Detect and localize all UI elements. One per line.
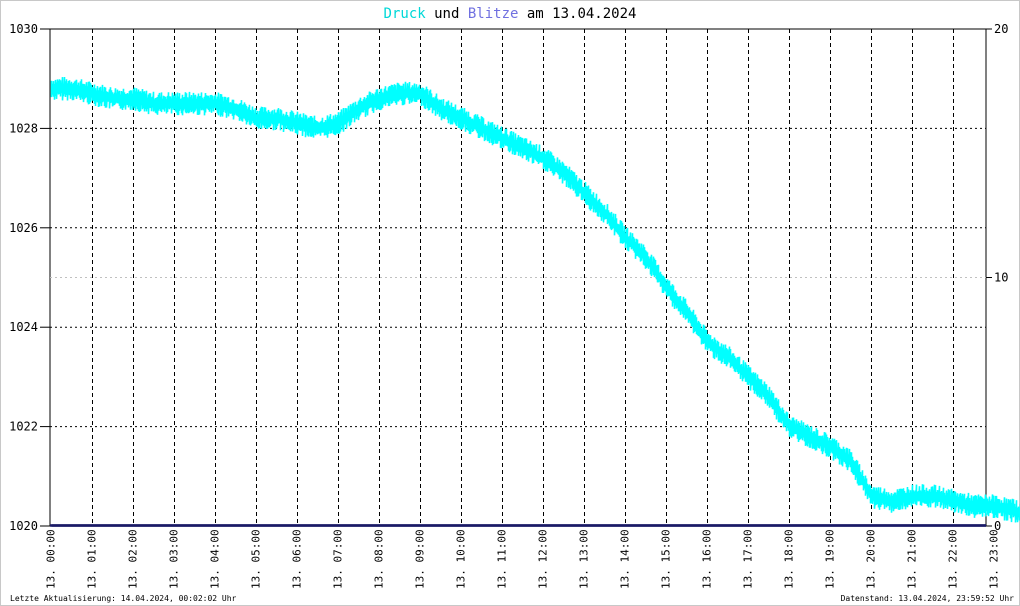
grid <box>49 28 987 527</box>
y-axis-left: 1030 1028 1026 1024 1022 1020 <box>9 22 50 533</box>
title-date: am 13.04.2024 <box>518 6 636 22</box>
x-tick-label: 13. 22:00 <box>947 529 960 589</box>
y-right-tick-label: 10 <box>994 271 1008 285</box>
x-tick-label: 13. 17:00 <box>742 529 755 589</box>
series-druck-line <box>50 76 1020 523</box>
y-left-tick-label: 1030 <box>9 22 38 36</box>
x-tick-label: 13. 19:00 <box>824 529 837 589</box>
y-left-tick-label: 1022 <box>9 420 38 434</box>
title-und: und <box>426 6 468 22</box>
chart-title: Druck und Blitze am 13.04.2024 <box>384 6 637 22</box>
footer-last-update: Letzte Aktualisierung: 14.04.2024, 00:02… <box>10 594 237 603</box>
x-tick-label: 13. 04:00 <box>209 529 222 589</box>
x-tick-label: 13. 07:00 <box>332 529 345 589</box>
x-tick-label: 13. 01:00 <box>86 529 99 589</box>
title-blitze: Blitze <box>468 6 519 22</box>
y-right-tick-label: 0 <box>994 519 1001 533</box>
x-tick-label: 13. 23:00 <box>988 529 1001 589</box>
x-tick-label: 13. 18:00 <box>783 529 796 589</box>
series-layer <box>50 76 1020 527</box>
x-tick-label: 13. 03:00 <box>168 529 181 589</box>
x-tick-label: 13. 05:00 <box>250 529 263 589</box>
x-tick-label: 13. 09:00 <box>414 529 427 589</box>
x-tick-label: 13. 10:00 <box>455 529 468 589</box>
y-left-tick-label: 1020 <box>9 519 38 533</box>
x-tick-label: 13. 08:00 <box>373 529 386 589</box>
x-tick-label: 13. 15:00 <box>660 529 673 589</box>
y-axis-right: 20 10 0 <box>986 22 1008 533</box>
x-tick-label: 13. 06:00 <box>291 529 304 589</box>
x-tick-label: 13. 16:00 <box>701 529 714 589</box>
title-druck: Druck <box>384 6 427 22</box>
x-tick-label: 13. 00:00 <box>45 529 58 589</box>
x-axis: 13. 00:00 13. 01:00 13. 02:00 13. 03:00 13. … <box>45 529 1001 589</box>
x-tick-label: 13. 20:00 <box>865 529 878 589</box>
x-tick-label: 13. 12:00 <box>537 529 550 589</box>
x-tick-label: 13. 21:00 <box>906 529 919 589</box>
y-left-tick-label: 1026 <box>9 221 38 235</box>
x-tick-label: 13. 02:00 <box>127 529 140 589</box>
x-tick-label: 13. 14:00 <box>619 529 632 589</box>
x-tick-label: 13. 13:00 <box>578 529 591 589</box>
y-left-tick-label: 1028 <box>9 121 38 135</box>
y-right-tick-label: 20 <box>994 22 1008 36</box>
footer-data-status: Datenstand: 13.04.2024, 23:59:52 Uhr <box>841 594 1015 603</box>
y-left-tick-label: 1024 <box>9 320 38 334</box>
x-tick-label: 13. 11:00 <box>496 529 509 589</box>
